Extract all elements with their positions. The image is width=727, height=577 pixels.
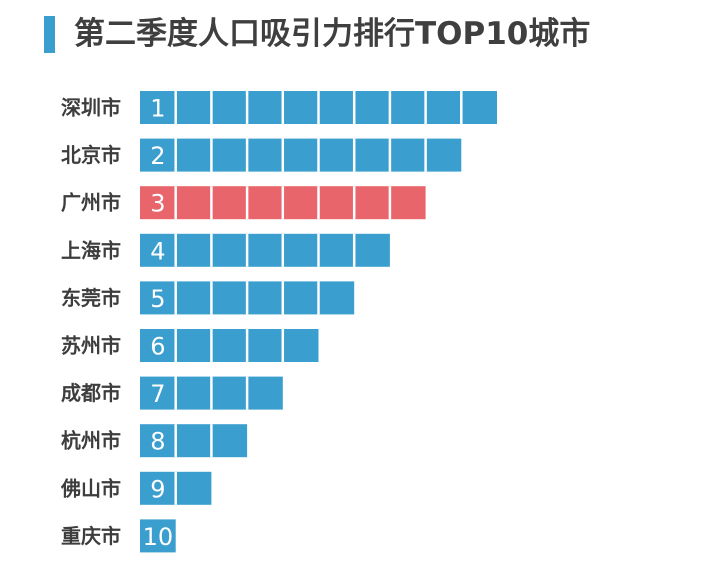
chart-title: 第二季度人口吸引力排行TOP10城市 — [74, 16, 591, 52]
rank-label: 4 — [150, 237, 165, 265]
category-label: 深圳市 — [61, 96, 121, 120]
rank-label: 1 — [150, 95, 165, 123]
rank-label: 7 — [150, 380, 165, 408]
rank-label: 2 — [150, 142, 165, 170]
rank-label: 8 — [150, 428, 165, 456]
rank-label: 5 — [150, 285, 165, 313]
category-label: 佛山市 — [60, 476, 121, 500]
category-label: 成都市 — [61, 381, 121, 405]
rank-label: 10 — [143, 523, 174, 551]
bar — [140, 138, 462, 172]
category-label: 杭州市 — [61, 429, 121, 453]
category-label: 广州市 — [61, 191, 121, 215]
bar — [140, 329, 319, 362]
bar — [140, 424, 248, 458]
category-label: 北京市 — [61, 143, 121, 167]
category-label: 苏州市 — [61, 334, 121, 358]
bar — [140, 519, 176, 553]
rank-label: 9 — [150, 475, 165, 503]
title-accent-bar — [44, 16, 55, 53]
rank-label: 3 — [150, 190, 165, 218]
bar — [140, 233, 390, 267]
category-label: 上海市 — [61, 238, 121, 262]
rank-label: 6 — [150, 333, 165, 361]
category-label: 东莞市 — [61, 286, 121, 310]
category-label: 重庆市 — [61, 524, 121, 548]
